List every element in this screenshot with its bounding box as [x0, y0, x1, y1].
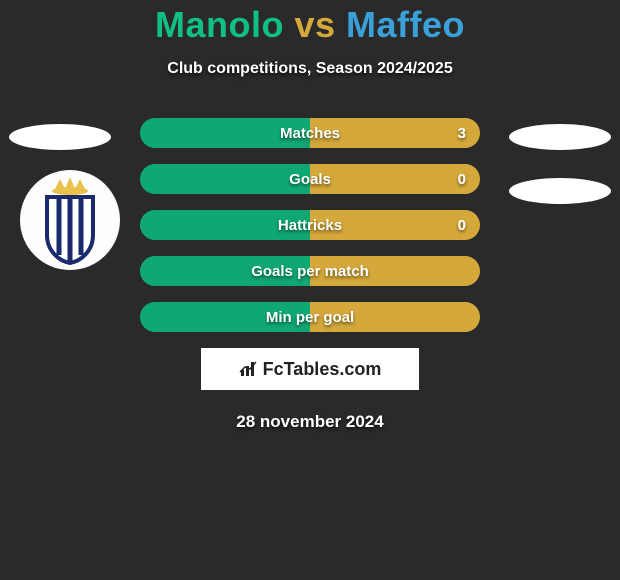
stat-right-value: 3: [458, 125, 466, 142]
stat-right: [310, 256, 480, 286]
stat-right: 3: [310, 118, 480, 148]
stat-right: [310, 302, 480, 332]
club-crest-icon: [33, 175, 107, 265]
stat-row-goals: 0 Goals: [140, 164, 480, 194]
stat-left: [140, 302, 310, 332]
title-vs: vs: [294, 4, 335, 45]
source-badge: FcTables.com: [201, 348, 419, 390]
stat-row-hattricks: 0 Hattricks: [140, 210, 480, 240]
stat-left: [140, 118, 310, 148]
title-player2: Maffeo: [346, 4, 465, 45]
side-ellipse: [509, 124, 611, 150]
stat-right: 0: [310, 164, 480, 194]
stat-left: [140, 210, 310, 240]
source-badge-label: FcTables.com: [263, 359, 382, 380]
title-player1: Manolo: [155, 4, 284, 45]
date-text: 28 november 2024: [0, 412, 620, 432]
infographic-container: Manolo vs Maffeo Club competitions, Seas…: [0, 0, 620, 580]
stat-right: 0: [310, 210, 480, 240]
source-badge-text: FcTables.com: [239, 359, 382, 380]
stat-right-value: 0: [458, 171, 466, 188]
side-ellipse: [9, 124, 111, 150]
stat-row-min-per-goal: Min per goal: [140, 302, 480, 332]
title: Manolo vs Maffeo: [0, 4, 620, 46]
stat-left: [140, 256, 310, 286]
stat-right-value: 0: [458, 217, 466, 234]
stat-row-goals-per-match: Goals per match: [140, 256, 480, 286]
stat-row-matches: 3 Matches: [140, 118, 480, 148]
stats-rows: 3 Matches 0 Goals 0 Hattricks Goals per …: [140, 118, 480, 332]
stat-left: [140, 164, 310, 194]
club-crest: [20, 170, 120, 270]
subtitle: Club competitions, Season 2024/2025: [0, 60, 620, 78]
side-ellipse: [509, 178, 611, 204]
bar-chart-icon: [239, 360, 259, 378]
